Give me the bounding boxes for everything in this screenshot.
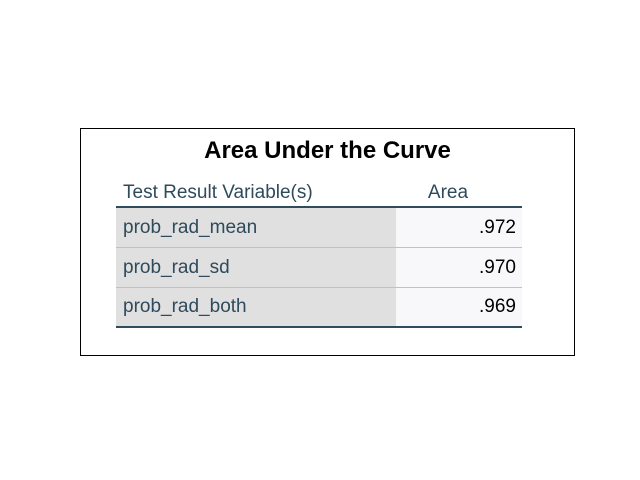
row-label: prob_rad_sd xyxy=(116,248,396,287)
column-header-variable: Test Result Variable(s) xyxy=(123,182,313,203)
table-title: Area Under the Curve xyxy=(204,137,451,164)
table-header-row: Test Result Variable(s) Area xyxy=(116,176,522,208)
table-row: prob_rad_sd .970 xyxy=(116,248,522,288)
row-area-value: .969 xyxy=(396,288,522,326)
output-table-frame: Area Under the Curve Test Result Variabl… xyxy=(80,128,575,356)
row-area-value: .972 xyxy=(396,208,522,247)
row-label: prob_rad_both xyxy=(116,288,396,326)
row-label: prob_rad_mean xyxy=(116,208,396,247)
table-row: prob_rad_mean .972 xyxy=(116,208,522,248)
row-area-value: .970 xyxy=(396,248,522,287)
table-row: prob_rad_both .969 xyxy=(116,288,522,328)
auc-table: Test Result Variable(s) Area prob_rad_me… xyxy=(116,176,522,328)
column-header-area: Area xyxy=(427,182,469,203)
